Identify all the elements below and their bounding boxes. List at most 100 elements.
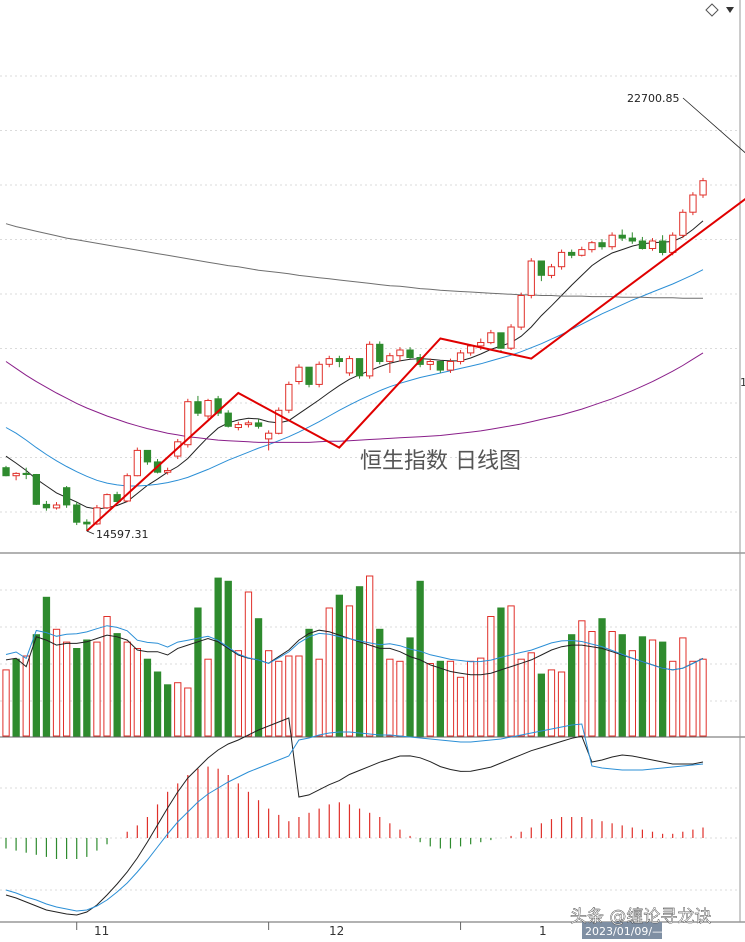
volume-bar xyxy=(325,607,333,737)
candles xyxy=(2,177,707,531)
candle-body xyxy=(386,355,394,362)
volume-bar xyxy=(487,616,495,737)
volume-bar xyxy=(214,577,222,737)
candle-body xyxy=(335,358,344,363)
volume-bar xyxy=(638,636,647,737)
candle-body xyxy=(164,470,172,473)
volume-bar xyxy=(194,607,202,737)
volume-bar xyxy=(2,669,10,737)
high-annotation: 22700.85 xyxy=(627,92,680,105)
candle-body xyxy=(456,352,465,362)
volume-bar xyxy=(12,658,20,737)
volume-bar xyxy=(204,658,212,737)
candle-body xyxy=(547,266,556,276)
candle-body xyxy=(467,345,475,354)
x-tick-dec: 12 xyxy=(329,924,344,938)
volume-bar xyxy=(93,641,101,737)
candle-body xyxy=(73,504,81,523)
volume-bar xyxy=(153,671,162,737)
high-leader xyxy=(682,97,745,154)
settings-diamond-icon[interactable] xyxy=(705,3,719,17)
candle-body xyxy=(426,361,434,365)
volume-bar xyxy=(285,655,293,737)
volume-bar xyxy=(73,648,81,737)
volume-bar xyxy=(386,658,394,737)
candle-body xyxy=(184,401,192,446)
volume-bar xyxy=(578,620,586,737)
moving-averages xyxy=(5,220,704,510)
candle-body xyxy=(83,521,91,525)
candle-body xyxy=(557,251,566,268)
volume-bar xyxy=(568,634,576,737)
chevron-down-icon[interactable] xyxy=(726,7,734,13)
trend-stroke xyxy=(86,197,745,532)
date-badge-bg xyxy=(582,922,662,939)
volume-bar xyxy=(184,687,192,737)
candle-body xyxy=(244,422,253,426)
volume-bar xyxy=(355,586,364,737)
candle-body xyxy=(608,234,616,248)
volume-bars xyxy=(2,575,707,737)
volume-bar xyxy=(689,660,697,737)
volume-bar xyxy=(699,658,707,737)
candle-body xyxy=(689,194,697,213)
ma-line xyxy=(5,269,704,487)
x-tick-jan: 1 xyxy=(539,924,547,938)
volume-bar xyxy=(265,650,273,737)
low-leader xyxy=(86,530,95,535)
volume-bar xyxy=(679,637,687,737)
candle-body xyxy=(396,349,404,357)
volume-bar xyxy=(446,660,455,737)
volume-bar xyxy=(557,671,566,737)
candle-body xyxy=(487,332,495,344)
candle-body xyxy=(295,366,303,383)
candle-body xyxy=(52,504,61,509)
macd-panel xyxy=(5,717,704,916)
volume-bar xyxy=(345,605,354,737)
chart-title: 恒生指数 日线图 xyxy=(360,449,521,474)
candle-body xyxy=(254,422,263,427)
candle-body xyxy=(588,242,596,251)
candle-body xyxy=(63,487,71,506)
volume-bar xyxy=(174,682,182,737)
date-badge: 2023/01/09/— xyxy=(585,925,663,938)
candle-body xyxy=(517,295,525,328)
volume-bar xyxy=(164,684,172,737)
candle-body xyxy=(93,507,101,525)
volume-bar xyxy=(648,639,657,737)
volume-bar xyxy=(406,637,414,737)
volume-ma-long xyxy=(5,625,704,671)
candle-body xyxy=(659,240,667,253)
candle-body xyxy=(214,398,222,414)
ma-line xyxy=(5,220,704,510)
candle-body xyxy=(12,472,20,477)
candle-body xyxy=(285,383,293,411)
candle-body xyxy=(366,343,374,377)
candle-body xyxy=(679,211,687,236)
candle-body xyxy=(618,234,626,239)
candle-body xyxy=(497,332,505,349)
candle-body xyxy=(648,240,657,249)
volume-bar xyxy=(32,634,41,737)
volume-bar xyxy=(477,657,485,737)
candle-body xyxy=(32,474,41,505)
low-annotation: 14597.31 xyxy=(96,528,149,541)
candle-body xyxy=(406,349,414,358)
macd-dea-line xyxy=(5,723,704,912)
volume-bar xyxy=(517,658,525,737)
volume-bar xyxy=(113,633,121,737)
volume-bar xyxy=(83,639,91,737)
candle-body xyxy=(325,358,333,365)
x-tick-nov: 11 xyxy=(94,924,109,938)
candle-body xyxy=(699,180,707,196)
right-edge-label: 1 xyxy=(740,376,745,389)
volume-bar xyxy=(608,631,616,737)
candle-body xyxy=(436,361,445,371)
volume-bar xyxy=(537,673,546,737)
volume-bar xyxy=(103,616,111,737)
volume-bar xyxy=(143,658,152,737)
candle-body xyxy=(305,366,313,385)
candle-body xyxy=(477,342,485,347)
